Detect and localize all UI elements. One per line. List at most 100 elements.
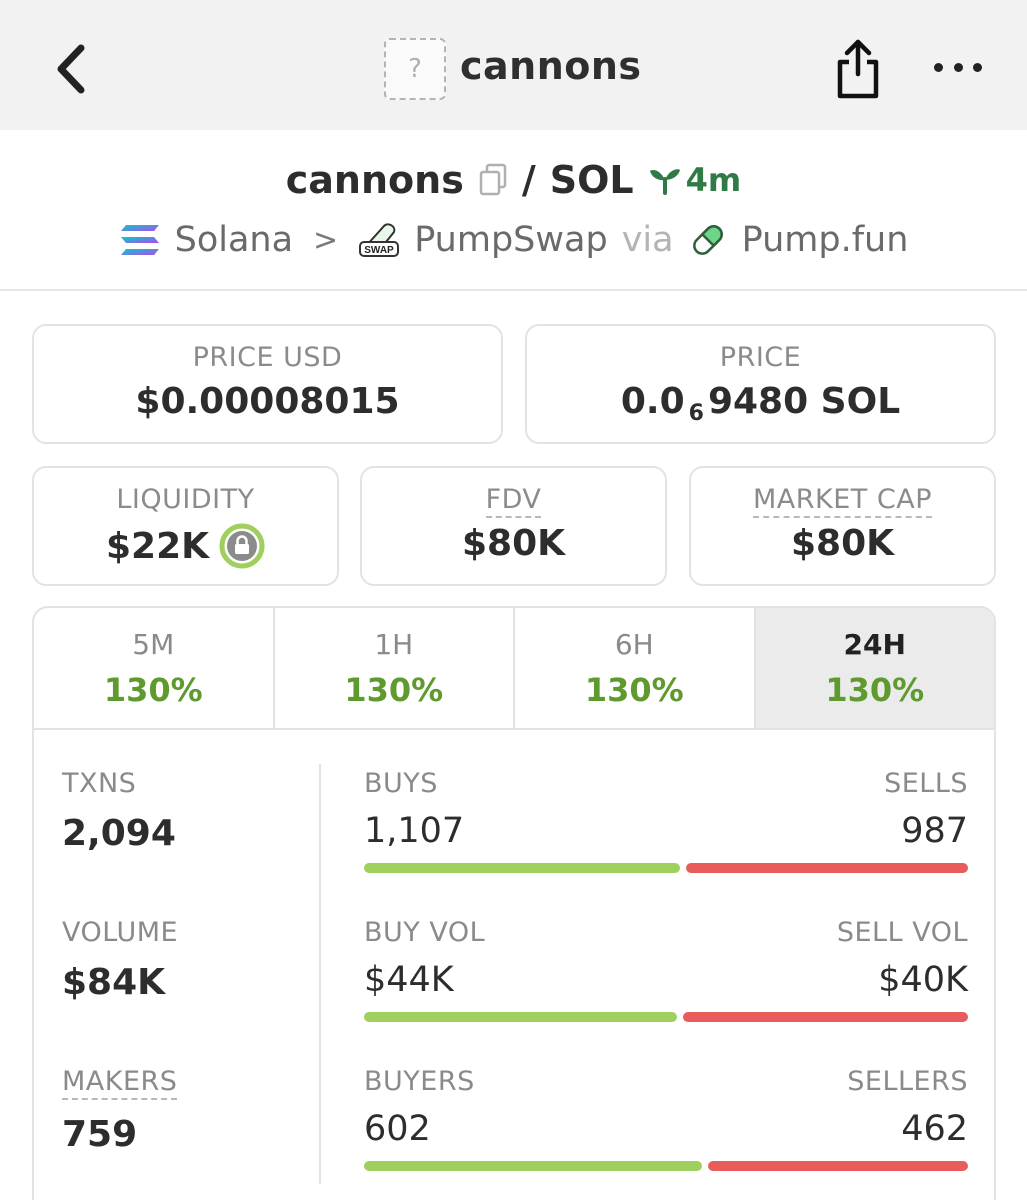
market-cap-card: MARKET CAP $80K — [689, 466, 996, 586]
buyers-label: BUYERS — [364, 1066, 475, 1097]
price-native-zero-count: 6 — [688, 401, 704, 426]
tab-change: 130% — [825, 671, 925, 709]
back-button[interactable] — [48, 42, 92, 96]
tab-change: 130% — [103, 671, 203, 709]
volume-label: VOLUME — [62, 917, 179, 948]
tab-5m[interactable]: 5M 130% — [34, 608, 275, 728]
buyers-sellers-stat: BUYERS SELLERS 602 462 — [364, 1066, 968, 1171]
fdv-label[interactable]: FDV — [485, 484, 542, 518]
volume-stat: VOLUME $84K — [62, 917, 178, 1003]
volume-value: $84K — [62, 962, 166, 1003]
tab-label: 6H — [614, 628, 654, 661]
txns-value: 2,094 — [62, 813, 176, 854]
lock-icon[interactable] — [219, 523, 265, 569]
fdv-label-wrap: FDV — [362, 484, 665, 518]
sellers-label: SELLERS — [847, 1066, 968, 1097]
svg-text:SWAP: SWAP — [364, 245, 394, 256]
buys-label: BUYS — [364, 768, 438, 799]
sell-bar-segment — [708, 1161, 968, 1171]
makers-value: 759 — [62, 1114, 138, 1155]
buy-sell-volume-stat: BUY VOL SELL VOL $44K $40K — [364, 917, 968, 1022]
buy-bar-segment — [364, 1012, 678, 1022]
launchpad-link[interactable]: Pump.fun — [741, 220, 909, 260]
sell-vol-value: $40K — [878, 960, 968, 1000]
price-native-suffix: 9480 SOL — [707, 381, 901, 422]
makers-label[interactable]: MAKERS — [62, 1066, 178, 1100]
chain-link[interactable]: Solana — [174, 220, 294, 260]
top-bar: ? cannons — [0, 0, 1027, 130]
txns-stat: TXNS 2,094 — [62, 768, 176, 854]
makers-stat: MAKERS 759 — [62, 1066, 178, 1155]
fdv-card: FDV $80K — [360, 466, 667, 586]
liquidity-card: LIQUIDITY $22K — [32, 466, 339, 586]
price-native-card: PRICE 0.0 6 9480 SOL — [525, 324, 996, 444]
sell-bar-segment — [683, 1012, 968, 1022]
pumpswap-icon: SWAP — [359, 223, 400, 257]
more-options-button[interactable] — [934, 56, 982, 78]
price-usd-card: PRICE USD $0.00008015 — [32, 324, 503, 444]
copy-icon[interactable] — [478, 163, 508, 197]
chevron-right-icon: > — [313, 222, 339, 258]
tab-label: 5M — [132, 628, 175, 661]
pair-quote-symbol: SOL — [549, 158, 634, 202]
dot-icon — [934, 62, 943, 72]
tab-label: 24H — [843, 628, 906, 661]
market-cap-value: $80K — [790, 523, 895, 564]
tab-change: 130% — [584, 671, 684, 709]
price-usd-label: PRICE USD — [192, 342, 343, 373]
token-image-placeholder: ? — [384, 38, 446, 100]
pair-header: cannons / SOL 4m — [0, 152, 1027, 208]
tab-label: 1H — [374, 628, 414, 661]
solana-icon — [120, 225, 159, 255]
share-icon — [837, 39, 879, 99]
dot-icon — [953, 62, 963, 72]
sells-label: SELLS — [884, 768, 968, 799]
buy-sell-volume-ratio-bar — [364, 1012, 968, 1022]
liquidity-label: LIQUIDITY — [116, 484, 255, 515]
via-label: via — [621, 220, 674, 260]
pair-age-label: 4m — [685, 161, 742, 199]
sell-bar-segment — [686, 863, 968, 873]
page-title: cannons — [460, 44, 642, 88]
tab-24h[interactable]: 24H 130% — [755, 608, 994, 728]
price-native-label: PRICE — [719, 342, 802, 373]
buy-bar-segment — [364, 1161, 703, 1171]
pair-separator: / — [521, 158, 536, 202]
buys-sells-stat: BUYS SELLS 1,107 987 — [364, 768, 968, 873]
buy-vol-label: BUY VOL — [364, 917, 486, 948]
dot-icon — [973, 62, 982, 72]
buy-vol-value: $44K — [364, 960, 454, 1000]
timeframe-tabs: 5M 130% 1H 130% 6H 130% 24H 130% — [34, 608, 994, 730]
share-button[interactable] — [834, 38, 882, 100]
tab-1h[interactable]: 1H 130% — [275, 608, 515, 728]
chevron-left-icon — [57, 44, 85, 94]
route-breadcrumb: Solana > SWAP PumpSwap via Pump.fun — [0, 212, 1027, 268]
sellers-value: 462 — [901, 1109, 968, 1149]
fdv-value: $80K — [461, 523, 566, 564]
market-cap-label[interactable]: MARKET CAP — [753, 484, 932, 518]
tab-change: 130% — [344, 671, 444, 709]
sprout-icon — [649, 169, 680, 195]
liquidity-value-row: $22K — [34, 523, 337, 569]
txns-label: TXNS — [62, 768, 137, 799]
buyers-sellers-ratio-bar — [364, 1161, 968, 1171]
pill-icon — [692, 225, 723, 255]
liquidity-value: $22K — [105, 525, 210, 567]
sells-value: 987 — [901, 811, 968, 851]
stats-panel: 5M 130% 1H 130% 6H 130% 24H 130% TXNS 2,… — [32, 606, 996, 1200]
price-native-prefix: 0.0 — [620, 381, 685, 422]
pair-base-symbol: cannons — [285, 158, 464, 202]
tab-6h[interactable]: 6H 130% — [515, 608, 756, 728]
price-native-value: 0.0 6 9480 SOL — [527, 381, 994, 426]
buyers-value: 602 — [364, 1109, 431, 1149]
sell-vol-label: SELL VOL — [836, 917, 968, 948]
dex-link[interactable]: PumpSwap — [414, 220, 608, 260]
buys-value: 1,107 — [364, 811, 465, 851]
buy-bar-segment — [364, 863, 681, 873]
market-cap-label-wrap: MARKET CAP — [691, 484, 994, 518]
pair-age: 4m — [648, 161, 742, 199]
stats-divider — [319, 764, 321, 1184]
price-usd-value: $0.00008015 — [135, 381, 400, 422]
header-divider — [0, 289, 1027, 291]
buys-sells-ratio-bar — [364, 863, 968, 873]
